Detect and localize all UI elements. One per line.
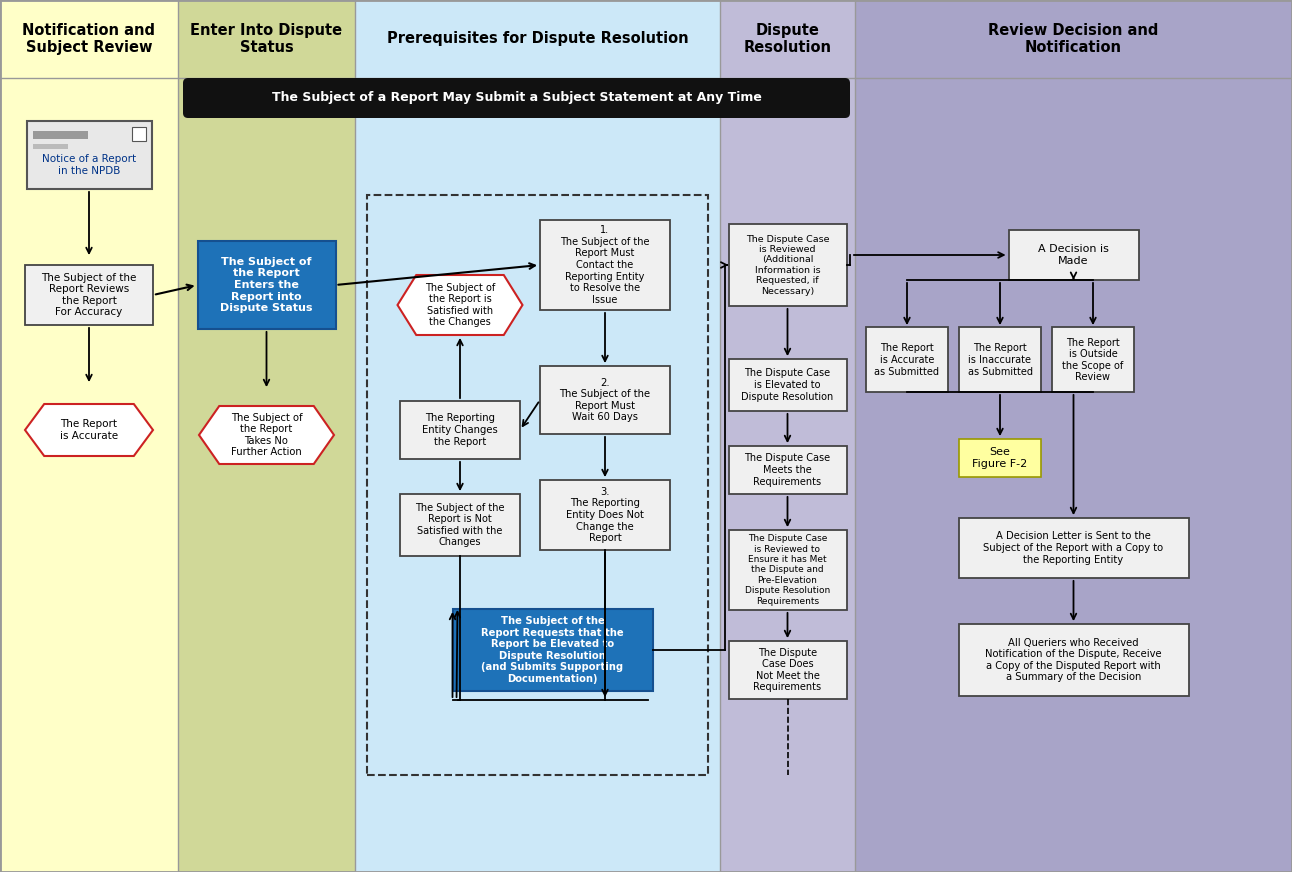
- Text: The Reporting
Entity Changes
the Report: The Reporting Entity Changes the Report: [422, 413, 497, 446]
- Text: The Subject of the
Report is Not
Satisfied with the
Changes: The Subject of the Report is Not Satisfi…: [415, 502, 505, 548]
- Text: The Subject of a Report May Submit a Subject Statement at Any Time: The Subject of a Report May Submit a Sub…: [271, 92, 761, 105]
- Bar: [959, 328, 1041, 392]
- Bar: [540, 480, 671, 550]
- Bar: [32, 144, 67, 149]
- FancyBboxPatch shape: [183, 78, 850, 118]
- Bar: [367, 195, 708, 775]
- Text: The Dispute
Case Does
Not Meet the
Requirements: The Dispute Case Does Not Meet the Requi…: [753, 648, 822, 692]
- Text: Review Decision and
Notification: Review Decision and Notification: [988, 23, 1159, 55]
- Bar: [540, 220, 671, 310]
- Text: The Report
is Accurate: The Report is Accurate: [59, 419, 118, 441]
- Text: The Report
is Inaccurate
as Submitted: The Report is Inaccurate as Submitted: [968, 344, 1032, 377]
- Text: The Dispute Case
is Reviewed
(Additional
Information is
Requested, if
Necessary): The Dispute Case is Reviewed (Additional…: [745, 235, 829, 296]
- Text: The Subject of
the Report is
Satisfied with
the Changes: The Subject of the Report is Satisfied w…: [425, 283, 495, 327]
- Text: 2.
The Subject of the
Report Must
Wait 60 Days: 2. The Subject of the Report Must Wait 6…: [559, 378, 651, 422]
- Bar: [729, 641, 846, 699]
- Text: The Report
is Accurate
as Submitted: The Report is Accurate as Submitted: [875, 344, 939, 377]
- Bar: [25, 265, 152, 325]
- Bar: [401, 494, 519, 556]
- Bar: [540, 366, 671, 434]
- Text: All Queriers who Received
Notification of the Dispute, Receive
a Copy of the Dis: All Queriers who Received Notification o…: [986, 637, 1162, 683]
- Text: The Subject of the
Report Reviews
the Report
For Accuracy: The Subject of the Report Reviews the Re…: [41, 273, 137, 317]
- Bar: [729, 359, 846, 411]
- Text: Dispute
Resolution: Dispute Resolution: [743, 23, 832, 55]
- Polygon shape: [199, 406, 335, 464]
- Bar: [729, 446, 846, 494]
- Bar: [855, 0, 1292, 872]
- Text: Notice of a Report
in the NPDB: Notice of a Report in the NPDB: [41, 154, 136, 176]
- Text: Notification and
Subject Review: Notification and Subject Review: [22, 23, 155, 55]
- Text: A Decision is
Made: A Decision is Made: [1037, 244, 1109, 266]
- Bar: [1052, 328, 1134, 392]
- Bar: [1009, 230, 1138, 280]
- Bar: [959, 624, 1189, 696]
- Bar: [355, 0, 720, 872]
- Bar: [729, 530, 846, 610]
- Bar: [32, 131, 88, 139]
- Text: Enter Into Dispute
Status: Enter Into Dispute Status: [190, 23, 342, 55]
- Polygon shape: [25, 404, 152, 456]
- Text: The Subject of the
Report Requests that the
Report be Elevated to
Dispute Resolu: The Subject of the Report Requests that …: [481, 616, 624, 684]
- Text: 3.
The Reporting
Entity Does Not
Change the
Report: 3. The Reporting Entity Does Not Change …: [566, 487, 643, 543]
- Text: The Subject of
the Report
Enters the
Report into
Dispute Status: The Subject of the Report Enters the Rep…: [220, 256, 313, 313]
- Bar: [178, 0, 355, 872]
- Text: The Subject of
the Report
Takes No
Further Action: The Subject of the Report Takes No Furth…: [231, 412, 302, 458]
- Bar: [959, 439, 1041, 477]
- Text: The Dispute Case
Meets the
Requirements: The Dispute Case Meets the Requirements: [744, 453, 831, 487]
- Text: The Dispute Case
is Elevated to
Dispute Resolution: The Dispute Case is Elevated to Dispute …: [742, 368, 833, 402]
- Text: Prerequisites for Dispute Resolution: Prerequisites for Dispute Resolution: [386, 31, 689, 46]
- Bar: [27, 121, 151, 189]
- Bar: [866, 328, 948, 392]
- Bar: [452, 609, 652, 691]
- Bar: [959, 518, 1189, 578]
- Bar: [729, 224, 846, 306]
- Bar: [0, 0, 178, 872]
- Text: A Decision Letter is Sent to the
Subject of the Report with a Copy to
the Report: A Decision Letter is Sent to the Subject…: [983, 531, 1164, 564]
- Bar: [401, 401, 519, 459]
- Bar: [132, 127, 146, 141]
- Polygon shape: [398, 275, 522, 335]
- Text: See
Figure F-2: See Figure F-2: [973, 447, 1027, 469]
- Text: 1.
The Subject of the
Report Must
Contact the
Reporting Entity
to Resolve the
Is: 1. The Subject of the Report Must Contac…: [561, 225, 650, 305]
- Bar: [198, 241, 336, 329]
- Text: The Report
is Outside
the Scope of
Review: The Report is Outside the Scope of Revie…: [1062, 337, 1124, 383]
- Text: The Dispute Case
is Reviewed to
Ensure it has Met
the Dispute and
Pre-Elevation
: The Dispute Case is Reviewed to Ensure i…: [745, 535, 831, 606]
- Bar: [720, 0, 855, 872]
